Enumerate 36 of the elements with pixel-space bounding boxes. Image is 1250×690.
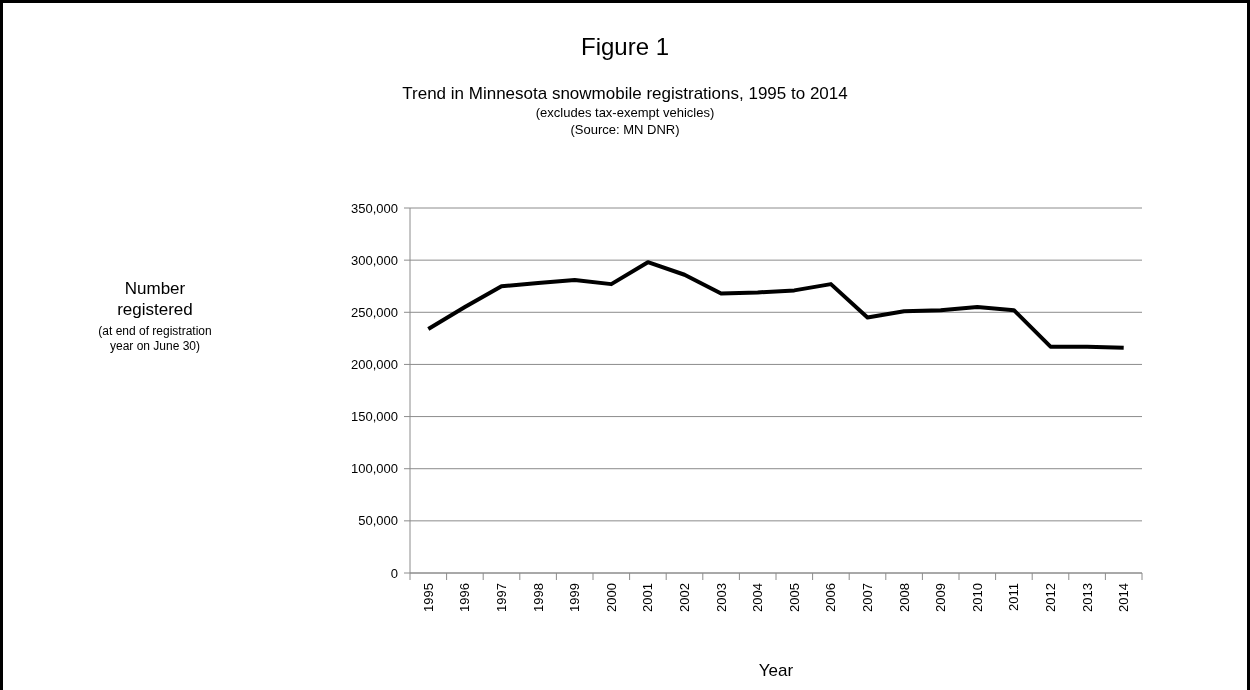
y-tick-label: 100,000 [351,461,398,477]
x-tick-label: 2011 [1006,583,1022,611]
y-tick-label: 350,000 [351,200,398,216]
x-tick-label: 2007 [860,583,876,612]
x-tick-label: 2001 [640,583,656,612]
x-tick-label: 2008 [896,583,912,612]
x-tick-label: 1995 [420,583,436,612]
y-tick-label: 150,000 [351,409,398,425]
x-tick-label: 2009 [933,583,949,612]
text: Number registered [117,279,193,319]
x-tick-label: 2005 [786,583,802,612]
x-tick-label: 2012 [1043,583,1059,612]
x-tick-label: 2010 [969,583,985,612]
x-tick-label: 2014 [1116,583,1132,612]
text: (at end of registration year on June 30) [98,324,212,353]
x-tick-label: 1998 [530,583,546,612]
x-tick-label: 1999 [567,583,583,612]
y-tick-label: 200,000 [351,356,398,372]
text: (Source: MN DNR) [570,122,680,137]
x-tick-label: 2003 [713,583,729,612]
x-tick-label: 2004 [750,583,766,612]
y-tick-label: 0 [390,565,398,581]
x-axis-title: Year [758,661,794,680]
y-tick-label: 50,000 [358,513,398,529]
x-tick-label: 2002 [677,583,693,612]
text: (excludes tax-exempt vehicles) [535,105,715,120]
x-tick-label: 2000 [603,583,619,612]
y-tick-label: 250,000 [351,304,398,320]
x-tick-label: 2006 [823,583,839,612]
x-tick-label: 1997 [494,583,510,612]
chart-title: Figure 1 [580,33,670,60]
chart-subtitle: Trend in Minnesota snowmobile registrations, 1995 to 2014 [402,84,848,103]
x-tick-label: 2013 [1079,583,1095,612]
line-series [426,260,1126,350]
y-tick-label: 300,000 [351,252,398,268]
x-tick-label: 1996 [457,583,473,612]
